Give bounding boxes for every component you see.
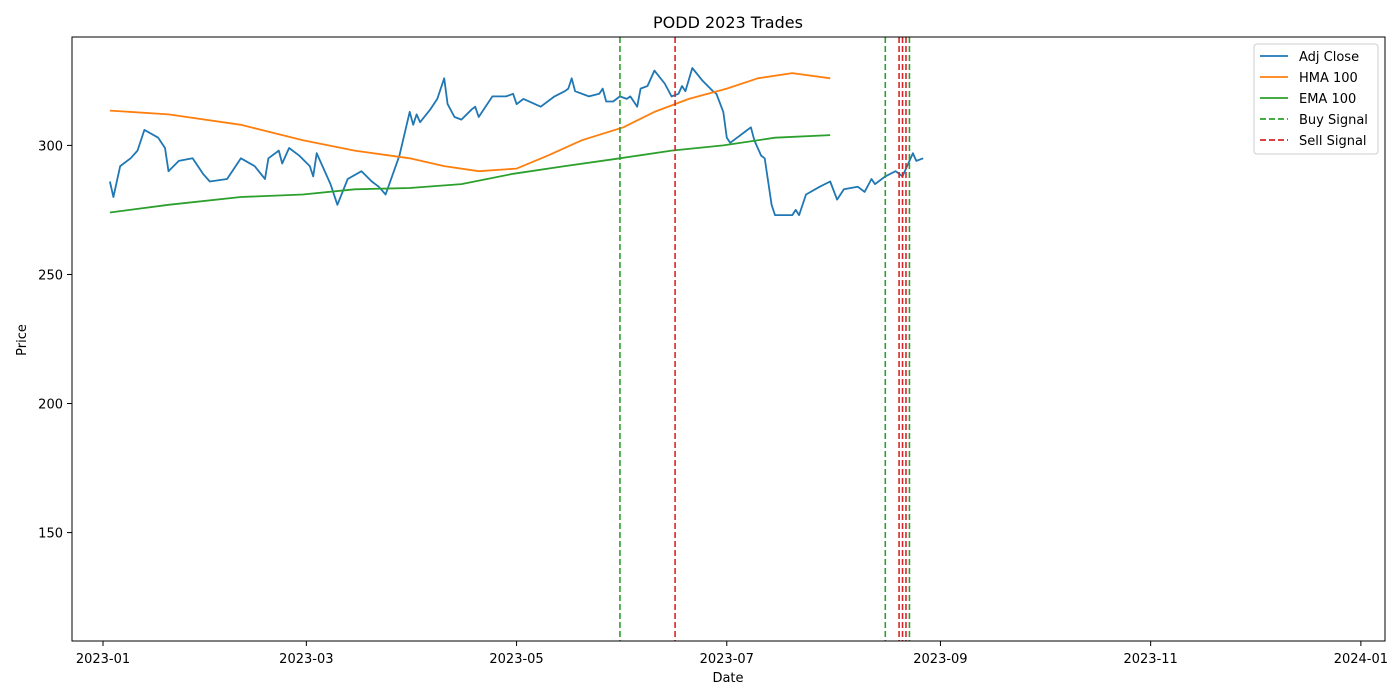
x-tick-label-6: 2024-01 bbox=[1334, 652, 1388, 667]
y-tick-label-1: 200 bbox=[38, 398, 63, 413]
legend-label-1: HMA 100 bbox=[1299, 71, 1358, 86]
legend-label-0: Adj Close bbox=[1299, 50, 1359, 65]
x-tick-label-5: 2023-11 bbox=[1123, 652, 1177, 667]
plot-area bbox=[109, 37, 924, 641]
legend: Adj Close HMA 100 EMA 100 Buy Signal Sell Si… bbox=[1253, 43, 1379, 155]
legend-label-3: Buy Signal bbox=[1299, 113, 1368, 128]
x-tick-label-1: 2023-03 bbox=[279, 652, 333, 667]
series-line-2 bbox=[109, 134, 831, 214]
series-line-1 bbox=[109, 72, 831, 173]
series-line-0 bbox=[109, 67, 924, 216]
y-tick-label-0: 150 bbox=[38, 527, 63, 542]
x-tick-label-2: 2023-05 bbox=[489, 652, 543, 667]
x-tick-label-3: 2023-07 bbox=[700, 652, 754, 667]
plot-frame bbox=[71, 36, 1386, 642]
axes: 2023-01 2023-03 2023-05 2023-07 2023-09 2023-… bbox=[38, 36, 1388, 667]
x-tick-label-0: 2023-01 bbox=[76, 652, 130, 667]
y-axis-label: Price bbox=[15, 324, 30, 356]
y-tick-label-2: 250 bbox=[38, 268, 63, 283]
x-axis-label: Date bbox=[712, 671, 743, 686]
y-tick-label-3: 300 bbox=[38, 139, 63, 154]
legend-label-4: Sell Signal bbox=[1299, 134, 1367, 149]
legend-box bbox=[1253, 43, 1379, 155]
legend-label-2: EMA 100 bbox=[1299, 92, 1356, 107]
x-tick-label-4: 2023-09 bbox=[913, 652, 967, 667]
chart-title: PODD 2023 Trades bbox=[653, 13, 803, 32]
